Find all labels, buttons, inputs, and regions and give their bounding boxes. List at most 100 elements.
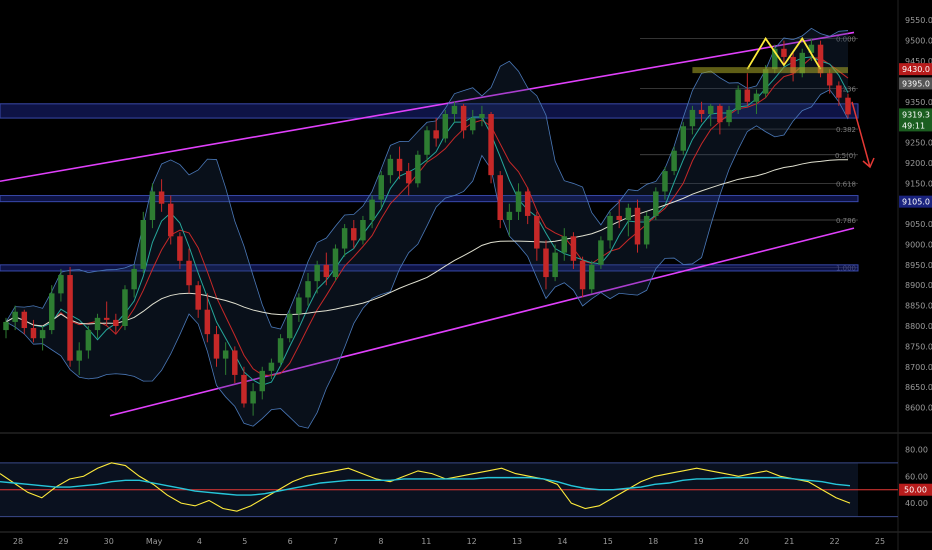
- y-tick-label: 9350.0: [905, 98, 932, 107]
- candle-body: [259, 370, 266, 392]
- x-tick-label: 22: [830, 537, 840, 546]
- candle-body: [662, 171, 668, 192]
- candle-body: [21, 311, 28, 329]
- osc-y-tick-label: 80.00: [905, 445, 928, 454]
- candle-body: [424, 130, 430, 155]
- y-tick-label: 9150.0: [905, 179, 932, 188]
- x-tick-label: 20: [739, 537, 749, 546]
- candle-body: [634, 207, 641, 245]
- candle-body: [762, 69, 769, 94]
- price-badge-label: 9430.0: [902, 65, 930, 74]
- y-tick-label: 8750.0: [905, 342, 932, 351]
- candle-body: [369, 199, 375, 220]
- candle-body: [653, 191, 659, 216]
- x-tick-label: 30: [104, 537, 114, 546]
- candle-body: [351, 228, 357, 241]
- candle-body: [131, 268, 137, 290]
- candle-body: [845, 97, 851, 115]
- candle-body: [122, 289, 128, 326]
- candle-body: [149, 191, 156, 220]
- candle-body: [113, 319, 119, 326]
- candle-body: [341, 228, 348, 249]
- y-tick-label: 9550.0: [905, 16, 932, 25]
- candle-body: [534, 215, 540, 249]
- candle-body: [177, 236, 183, 261]
- candle-body: [598, 240, 604, 265]
- candle-body: [360, 220, 366, 241]
- candle-body: [213, 334, 220, 359]
- candle-body: [588, 264, 595, 290]
- candle-body: [158, 191, 165, 204]
- candle-body: [451, 105, 458, 114]
- candle-body: [442, 114, 449, 139]
- oscillator-level-badge-label: 50.00: [904, 486, 927, 495]
- candle-body: [643, 215, 650, 245]
- y-tick-label: 8800.0: [905, 322, 932, 331]
- candle-body: [167, 203, 174, 237]
- candle-body: [460, 105, 467, 131]
- x-tick-label: 15: [603, 537, 613, 546]
- candle-body: [625, 207, 632, 220]
- rsi-line: [0, 462, 851, 512]
- candle-body: [94, 317, 101, 331]
- neckline-zone: [692, 67, 848, 74]
- x-tick-label: 25: [875, 537, 885, 546]
- candle-body: [470, 118, 476, 131]
- candle-body: [680, 126, 687, 151]
- price-badge-label: 9319.3: [902, 110, 930, 119]
- price-badge-label: 49:11: [902, 121, 925, 130]
- candle-body: [497, 175, 503, 220]
- candle-body: [323, 264, 330, 278]
- y-tick-label: 9500.0: [905, 37, 932, 46]
- candle-body: [836, 85, 842, 98]
- osc-y-tick-label: 40.00: [905, 499, 928, 508]
- candle-body: [524, 191, 531, 216]
- candle-body: [552, 252, 558, 278]
- candle-body: [76, 350, 82, 361]
- candle-body: [140, 220, 147, 269]
- x-tick-label: 13: [512, 537, 522, 546]
- candle-body: [772, 48, 778, 70]
- oscillator-level-badge: [899, 483, 932, 496]
- x-tick-label: 4: [197, 537, 202, 546]
- candle-body: [570, 236, 577, 261]
- candle-body: [378, 175, 384, 200]
- candle-body: [3, 321, 9, 331]
- y-tick-label: 9200.0: [905, 159, 932, 168]
- price-badge: [899, 77, 932, 90]
- y-tick-label: 8950.0: [905, 261, 932, 270]
- support-resistance-zone: [0, 264, 859, 272]
- channel-upper-line: [0, 31, 855, 183]
- candle-body: [671, 150, 677, 172]
- candle-body: [744, 89, 751, 102]
- candle-body: [387, 158, 394, 176]
- x-tick-label: 14: [557, 537, 567, 546]
- candle-body: [488, 114, 494, 176]
- candle-body: [103, 317, 110, 320]
- rsi-signal-line: [0, 476, 851, 496]
- projection-arrow-line: [851, 101, 871, 168]
- candle-body: [286, 313, 293, 339]
- channel-lower-line: [109, 227, 855, 417]
- candle-body: [616, 215, 622, 220]
- candle-body: [186, 260, 192, 286]
- candle-body: [222, 350, 229, 359]
- fib-level-label: 0.786: [836, 217, 857, 225]
- candle-body: [515, 191, 522, 212]
- candle-body: [314, 264, 320, 282]
- y-tick-label: 8700.0: [905, 363, 932, 372]
- x-tick-label: May: [146, 537, 163, 546]
- candle-body: [396, 158, 403, 172]
- candle-body: [433, 130, 439, 139]
- candle-body: [543, 248, 549, 278]
- x-tick-label: 19: [693, 537, 703, 546]
- candle-body: [689, 109, 696, 127]
- candle-body: [232, 350, 238, 375]
- double-top-pattern: [746, 36, 822, 70]
- y-tick-label: 8600.0: [905, 404, 932, 413]
- candle-body: [12, 311, 18, 322]
- x-tick-label: 5: [242, 537, 247, 546]
- candle-body: [735, 89, 741, 110]
- bollinger-lower: [5, 89, 849, 429]
